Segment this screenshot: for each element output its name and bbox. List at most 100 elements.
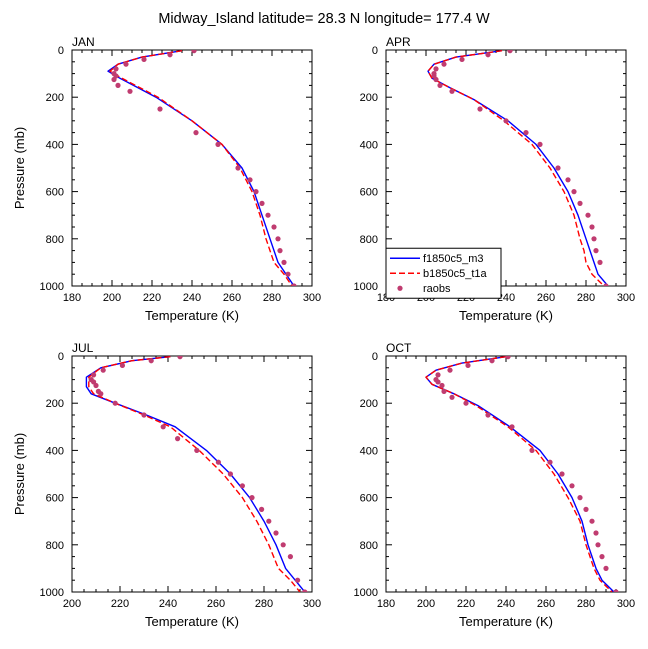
- raobs-point: [273, 530, 279, 536]
- raobs-point: [459, 56, 465, 63]
- y-tick-label: 800: [360, 540, 378, 552]
- raobs-point: [433, 66, 439, 72]
- raobs-point: [175, 436, 181, 442]
- x-tick-label: 220: [111, 598, 129, 610]
- panel-label: APR: [386, 35, 411, 49]
- y-tick-label: 400: [46, 139, 64, 151]
- raobs-point: [571, 189, 577, 195]
- y-tick-label: 200: [360, 92, 378, 104]
- raobs-point: [253, 189, 259, 195]
- panel-label: JUL: [72, 341, 94, 355]
- x-tick-label: 200: [103, 292, 121, 304]
- y-tick-label: 200: [46, 92, 64, 104]
- y-tick-label: 800: [46, 540, 64, 552]
- x-tick-label: 260: [537, 598, 555, 610]
- y-tick-label: 400: [46, 445, 64, 457]
- y-tick-label: 400: [360, 139, 378, 151]
- y-tick-label: 200: [46, 398, 64, 410]
- x-tick-label: 200: [417, 598, 435, 610]
- raobs-point: [113, 66, 119, 72]
- raobs-point: [603, 565, 609, 572]
- legend-box: [385, 247, 502, 299]
- x-tick-label: 240: [183, 292, 201, 304]
- raobs-point: [593, 248, 599, 254]
- raobs-point: [577, 200, 583, 206]
- raobs-point: [489, 358, 495, 364]
- series-line-b1850c5_t1a: [88, 356, 301, 592]
- x-tick-label: 200: [63, 598, 81, 610]
- raobs-point: [141, 412, 147, 418]
- raobs-point: [589, 518, 595, 524]
- panel-oct: 180 200 220 240 260 280 300 0 200 400 600 800 1000 Te…: [354, 341, 636, 629]
- raobs-point: [193, 130, 199, 136]
- raobs-point: [239, 483, 245, 489]
- raobs-point: [111, 76, 117, 83]
- x-tick-label: 280: [255, 598, 273, 610]
- series-line-f1850c5_m3: [425, 356, 615, 592]
- legend-entry: f1850c5_m3: [423, 253, 484, 265]
- panel-jul: 200 220 240 260 280 300 0 200 400 600 800 1000 Tempe…: [12, 341, 321, 629]
- x-tick-label: 260: [537, 292, 555, 304]
- y-tick-label: 800: [46, 234, 64, 246]
- raobs-point: [281, 259, 287, 265]
- y-tick-label: 0: [58, 45, 64, 57]
- series-line-b1850c5_t1a: [425, 356, 613, 592]
- x-tick-label: 280: [577, 598, 595, 610]
- x-tick-label: 220: [457, 598, 475, 610]
- y-tick-label: 1000: [40, 281, 64, 293]
- raobs-point: [577, 495, 583, 501]
- raobs-point: [603, 283, 609, 286]
- legend-entry: raobs: [423, 283, 451, 295]
- raobs-point: [148, 358, 154, 364]
- raobs-point: [215, 459, 221, 465]
- raobs-point: [177, 356, 183, 360]
- y-tick-label: 0: [372, 351, 378, 363]
- raobs-point: [160, 424, 166, 430]
- legend-marker: [397, 285, 403, 291]
- x-tick-label: 220: [143, 292, 161, 304]
- raobs-point: [285, 271, 291, 277]
- y-tick-label: 200: [360, 398, 378, 410]
- raobs-point: [509, 424, 515, 430]
- raobs-point: [265, 212, 271, 218]
- x-tick-label: 260: [223, 292, 241, 304]
- raobs-point: [589, 224, 595, 230]
- raobs-point: [266, 518, 272, 524]
- raobs-point: [127, 88, 133, 94]
- x-axis-label: Temperature (K): [459, 308, 553, 323]
- raobs-point: [613, 589, 619, 592]
- raobs-point: [435, 372, 441, 378]
- y-tick-label: 600: [46, 187, 64, 199]
- raobs-point: [463, 400, 469, 406]
- y-tick-label: 600: [46, 493, 64, 505]
- raobs-point: [449, 394, 455, 400]
- plot-frame: [71, 49, 313, 287]
- y-tick-label: 1000: [354, 281, 378, 293]
- raobs-point: [141, 56, 147, 63]
- raobs-point: [280, 542, 286, 548]
- series-line-f1850c5_m3: [85, 356, 306, 592]
- figure-title: Midway_Island latitude= 28.3 N longitude…: [158, 11, 490, 27]
- raobs-point: [227, 471, 233, 477]
- raobs-point: [529, 447, 535, 453]
- raobs-point: [547, 459, 553, 465]
- y-tick-label: 600: [360, 493, 378, 505]
- x-axis-label: Temperature (K): [459, 614, 553, 629]
- series-group: [425, 356, 619, 592]
- raobs-point: [465, 362, 471, 369]
- y-axis-label: Pressure (mb): [12, 127, 27, 209]
- raobs-point: [537, 141, 543, 147]
- y-axis-label: Pressure (mb): [12, 433, 27, 515]
- y-tick-label: 1000: [354, 587, 378, 599]
- x-tick-label: 300: [617, 598, 635, 610]
- x-axis-label: Temperature (K): [145, 614, 239, 629]
- raobs-point: [555, 165, 561, 171]
- y-tick-label: 600: [360, 187, 378, 199]
- y-tick-label: 400: [360, 445, 378, 457]
- raobs-point: [287, 554, 293, 560]
- panel-jan: 180 200 220 240 260 280 300 0 200 400 600 800 1000 Te…: [12, 35, 321, 323]
- raobs-point: [112, 400, 118, 406]
- series-line-b1850c5_t1a: [109, 50, 293, 286]
- raobs-point: [449, 88, 455, 94]
